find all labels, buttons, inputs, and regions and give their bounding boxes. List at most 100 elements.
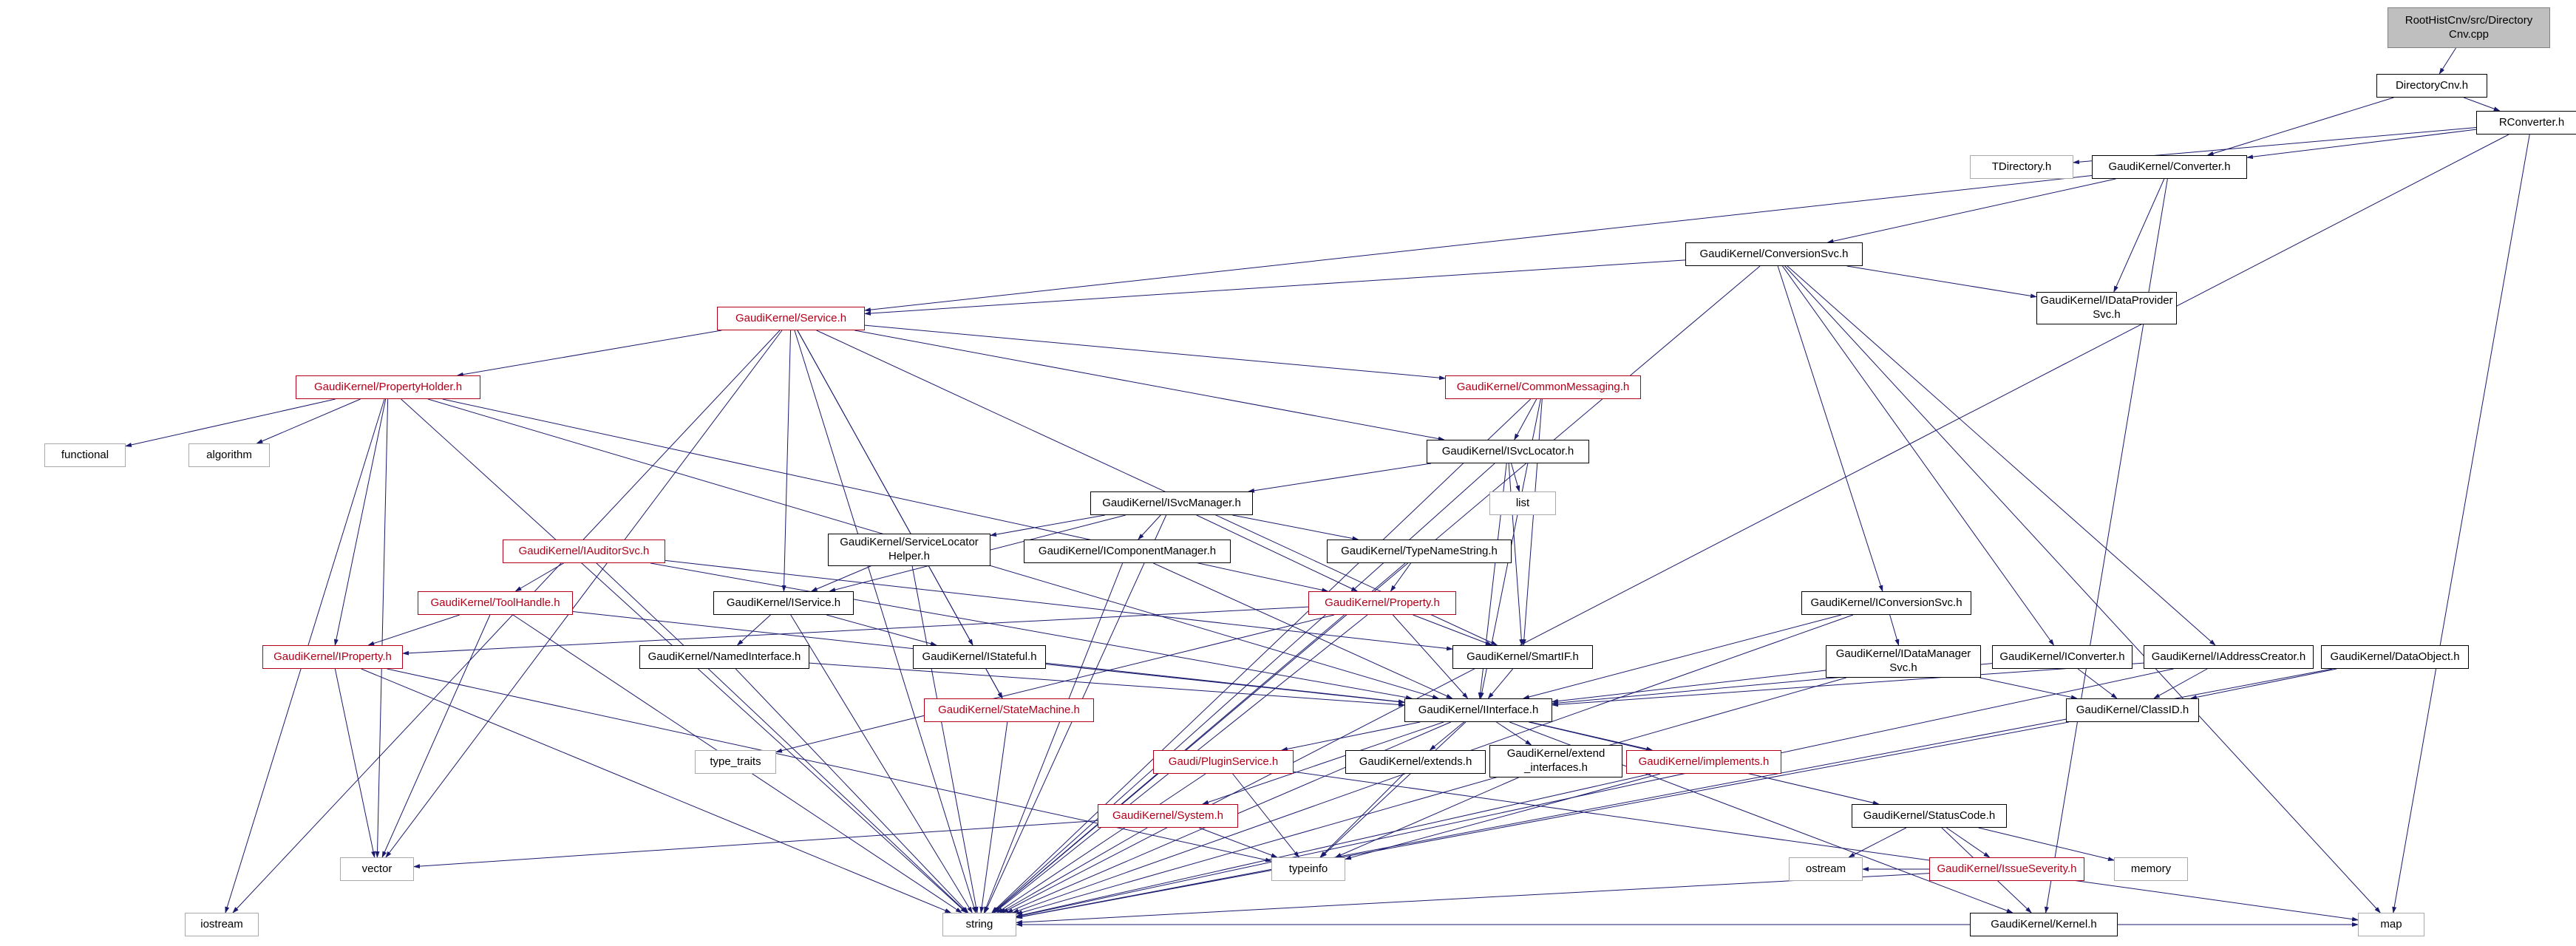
graph-node-algorithm_h[interactable]: algorithm xyxy=(188,443,270,467)
graph-node-ostream_h[interactable]: ostream xyxy=(1789,857,1863,881)
graph-node-extends_h[interactable]: GaudiKernel/extends.h xyxy=(1345,750,1486,774)
graph-node-map_h[interactable]: map xyxy=(2358,913,2424,936)
graph-node-service_h[interactable]: GaudiKernel/Service.h xyxy=(717,307,865,330)
edge-StateMachine_h-to-string_h xyxy=(981,722,1007,913)
graph-node-property_h[interactable]: GaudiKernel/Property.h xyxy=(1308,591,1456,615)
graph-node-directorycnv_h[interactable]: DirectoryCnv.h xyxy=(2376,74,2487,98)
graph-node-iauditorsvc_h[interactable]: GaudiKernel/IAuditorSvc.h xyxy=(503,540,665,563)
edge-IDataManagerSvc_h-to-IInterface_h xyxy=(1552,670,1826,701)
graph-node-conversionsvc_h[interactable]: GaudiKernel/ConversionSvc.h xyxy=(1685,242,1863,266)
graph-node-iostream_h[interactable]: iostream xyxy=(185,913,259,936)
graph-node-icomponentmanager_h[interactable]: GaudiKernel/IComponentManager.h xyxy=(1024,540,1231,563)
graph-node-isvclocator_h[interactable]: GaudiKernel/ISvcLocator.h xyxy=(1427,440,1589,463)
edge-System_h-to-typeinfo_h xyxy=(1199,828,1277,857)
graph-node-idataprovidersvc_h[interactable]: GaudiKernel/IDataProvider Svc.h xyxy=(2036,292,2177,324)
edge-Converter_h-to-Kernel_h xyxy=(2046,179,2168,913)
edge-ISvcManager_h-to-TypeNameString_h xyxy=(1232,515,1358,540)
edge-RConverter_h-to-map_h xyxy=(2393,135,2529,913)
edge-ISvcLocator_h-to-list_h xyxy=(1512,463,1520,491)
edge-IService_h-to-NamedInterface_h xyxy=(738,615,771,645)
edge-ConversionSvc_h-to-IConverter_h xyxy=(1782,266,2053,645)
edge-CommonMessaging_h-to-ISvcLocator_h xyxy=(1515,399,1537,440)
graph-node-vector_h[interactable]: vector xyxy=(340,857,414,881)
edge-DirectoryCnv_h-to-Converter_h xyxy=(2208,98,2394,155)
edge-PluginService_h-to-map_h xyxy=(1294,772,2358,920)
edge-Service_h-to-CommonMessaging_h xyxy=(865,325,1445,378)
edge-Service_h-to-IService_h xyxy=(784,330,790,591)
graph-node-statemachine_h[interactable]: GaudiKernel/StateMachine.h xyxy=(924,698,1094,722)
graph-node-type_traits_h[interactable]: type_traits xyxy=(695,750,776,774)
graph-node-issueseverity_h[interactable]: GaudiKernel/IssueSeverity.h xyxy=(1929,857,2084,881)
edge-SmartIF_h-to-IInterface_h xyxy=(1488,669,1512,698)
graph-node-converter_h[interactable]: GaudiKernel/Converter.h xyxy=(2092,155,2247,179)
graph-node-iinterface_h[interactable]: GaudiKernel/IInterface.h xyxy=(1404,698,1552,722)
graph-node-istateful_h[interactable]: GaudiKernel/IStateful.h xyxy=(913,645,1046,669)
edge-PropertyHolder_h-to-vector_h xyxy=(377,399,387,857)
edge-ServiceLocatorHelper_h-to-string_h xyxy=(912,566,977,913)
graph-node-toolhandle_h[interactable]: GaudiKernel/ToolHandle.h xyxy=(418,591,573,615)
edge-System_h-to-vector_h xyxy=(414,820,1098,866)
edge-IComponentManager_h-to-IInterface_h xyxy=(1153,563,1452,698)
graph-node-memory_h[interactable]: memory xyxy=(2114,857,2188,881)
graph-node-namedinterface_h[interactable]: GaudiKernel/NamedInterface.h xyxy=(639,645,809,669)
edge-Property_h-to-SmartIF_h xyxy=(1413,615,1492,645)
graph-node-list_h[interactable]: list xyxy=(1489,491,1556,515)
edge-ISvcLocator_h-to-string_h xyxy=(993,463,1495,913)
graph-node-iconverter_h[interactable]: GaudiKernel/IConverter.h xyxy=(1992,645,2132,669)
edge-ConversionSvc_h-to-Service_h xyxy=(865,260,1685,314)
edge-Service_h-to-ISvcLocator_h xyxy=(854,330,1444,440)
edge-IInterface_h-to-PluginService_h xyxy=(1282,722,1420,750)
edge-ServiceLocatorHelper_h-to-IService_h xyxy=(812,566,871,591)
edge-IComponentManager_h-to-string_h xyxy=(984,563,1122,913)
graph-node-statuscode_h[interactable]: GaudiKernel/StatusCode.h xyxy=(1852,804,2007,828)
graph-node-system_h[interactable]: GaudiKernel/System.h xyxy=(1098,804,1238,828)
graph-node-tdirectory_h[interactable]: TDirectory.h xyxy=(1970,155,2073,179)
edge-CommonMessaging_h-to-string_h xyxy=(992,399,1531,913)
graph-node-implements_h[interactable]: GaudiKernel/implements.h xyxy=(1626,750,1781,774)
edge-ConversionSvc_h2-to-IDataManagerSvc_h xyxy=(1890,615,1899,645)
edge-IInterface_h-to-extend_interfaces_h xyxy=(1496,722,1531,745)
graph-node-iproperty_h[interactable]: GaudiKernel/IProperty.h xyxy=(262,645,403,669)
graph-node-commonmessaging_h[interactable]: GaudiKernel/CommonMessaging.h xyxy=(1445,375,1641,399)
edge-Service_h-to-StateMachine_h xyxy=(798,330,1002,698)
graph-node-iaddresscreator_h[interactable]: GaudiKernel/IAddressCreator.h xyxy=(2144,645,2314,669)
graph-node-pluginservice_h[interactable]: Gaudi/PluginService.h xyxy=(1153,750,1294,774)
edge-Service_h-to-iostream_h xyxy=(233,330,780,913)
edge-DirectoryCnv_h-to-RConverter_h xyxy=(2464,98,2500,111)
edge-implements_h-to-string_h xyxy=(1016,774,1651,916)
edge-ConversionSvc_h-to-ConversionSvc_h2 xyxy=(1778,266,1883,591)
edge-StatusCode_h-to-memory_h xyxy=(1979,828,2114,860)
graph-node-conversionsvc_h2[interactable]: GaudiKernel/IConversionSvc.h xyxy=(1801,591,1971,615)
graph-node-kernel_h[interactable]: GaudiKernel/Kernel.h xyxy=(1970,913,2118,936)
graph-node-propertyholder_h[interactable]: GaudiKernel/PropertyHolder.h xyxy=(296,375,480,399)
graph-node-dataobject_h[interactable]: GaudiKernel/DataObject.h xyxy=(2321,645,2469,669)
edge-System_h-to-string_h xyxy=(1000,828,1147,913)
edge-StatusCode_h-to-IssueSeverity_h xyxy=(1946,828,1989,857)
graph-node-typenamestring_h[interactable]: GaudiKernel/TypeNameString.h xyxy=(1327,540,1512,563)
graph-node-directorycnv_cpp[interactable]: RootHistCnv/src/Directory Cnv.cpp xyxy=(2388,7,2550,48)
graph-node-rconverter_h[interactable]: RConverter.h xyxy=(2476,111,2576,135)
graph-node-string_h[interactable]: string xyxy=(942,913,1016,936)
edge-IProperty_h-to-vector_h xyxy=(335,669,374,857)
edge-Service_h-to-string_h xyxy=(795,330,976,913)
edge-Converter_h-to-Service_h xyxy=(865,176,2092,310)
edge-IConverter_h-to-ClassID_h xyxy=(2078,669,2117,698)
graph-node-servicelocatorhelper_h[interactable]: GaudiKernel/ServiceLocator Helper.h xyxy=(828,534,990,566)
edge-ISvcManager_h-to-ServiceLocatorHelper_h xyxy=(990,515,1105,535)
edge-DirectoryCnv_cpp-to-DirectoryCnv_h xyxy=(2439,48,2456,74)
edge-IAuditorSvc_h-to-IInterface_h xyxy=(650,563,1412,698)
graph-node-extend_interfaces_h[interactable]: GaudiKernel/extend _interfaces.h xyxy=(1489,745,1622,777)
graph-node-iservice_h[interactable]: GaudiKernel/IService.h xyxy=(713,591,854,615)
graph-node-isvcmanager_h[interactable]: GaudiKernel/ISvcManager.h xyxy=(1090,491,1253,515)
edge-ConversionSvc_h-to-IDataProviderSvc_h xyxy=(1847,266,2036,297)
edge-DataObject_h-to-ClassID_h xyxy=(2191,669,2337,698)
graph-node-smartif_h[interactable]: GaudiKernel/SmartIF.h xyxy=(1452,645,1593,669)
graph-node-classid_h[interactable]: GaudiKernel/ClassID.h xyxy=(2066,698,2199,722)
graph-edges xyxy=(0,0,2576,946)
edge-NamedInterface_h-to-IInterface_h xyxy=(809,663,1404,705)
graph-node-typeinfo_h[interactable]: typeinfo xyxy=(1271,857,1345,881)
edge-Converter_h-to-IDataProviderSvc_h xyxy=(2114,179,2164,292)
graph-node-idatamanagersvc_h[interactable]: GaudiKernel/IDataManager Svc.h xyxy=(1826,645,1981,678)
graph-node-functional_h[interactable]: functional xyxy=(44,443,126,467)
edge-CommonMessaging_h-to-SmartIF_h xyxy=(1523,399,1542,645)
